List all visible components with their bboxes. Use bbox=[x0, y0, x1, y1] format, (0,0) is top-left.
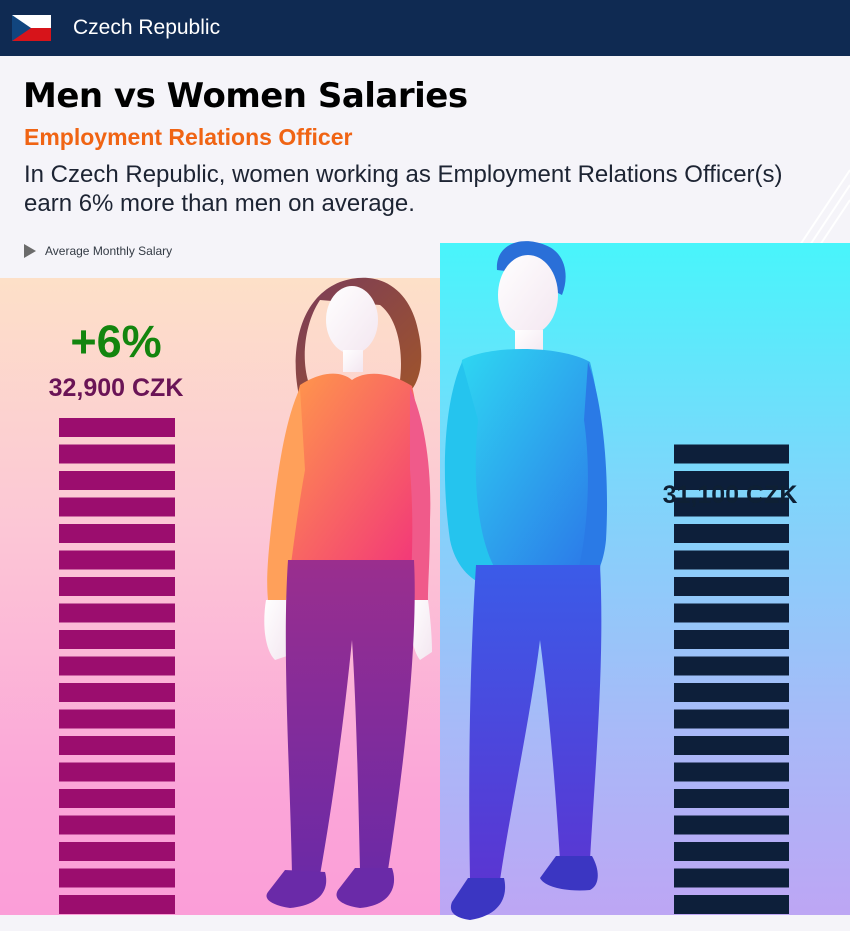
women-bar-segment bbox=[59, 471, 175, 490]
woman-figure bbox=[264, 277, 432, 908]
women-bar-segment bbox=[59, 683, 175, 702]
women-bar-segment bbox=[59, 550, 175, 570]
women-bar-segment bbox=[59, 630, 175, 649]
men-bar-segment bbox=[674, 842, 789, 861]
page-title: Men vs Women Salaries bbox=[23, 76, 468, 116]
man-figure bbox=[444, 241, 608, 920]
men-bar-segment bbox=[674, 895, 789, 914]
men-bar-segment bbox=[674, 603, 789, 623]
men-bar-segment bbox=[674, 497, 789, 517]
men-bar-segment bbox=[674, 577, 789, 596]
bar-men bbox=[674, 444, 789, 914]
women-bar-segment bbox=[59, 709, 175, 729]
women-bar-segment bbox=[59, 895, 175, 914]
legend: Average Monthly Salary bbox=[24, 244, 172, 258]
play-triangle-icon bbox=[24, 244, 36, 258]
difference-label: +6% bbox=[70, 316, 162, 367]
men-bar-segment bbox=[674, 630, 789, 649]
men-bar-segment bbox=[674, 471, 789, 490]
women-bar-segment bbox=[59, 418, 175, 437]
men-bar-segment bbox=[674, 815, 789, 835]
women-bar-segment bbox=[59, 789, 175, 808]
bottom-strip bbox=[0, 915, 850, 931]
women-bar-segment bbox=[59, 603, 175, 623]
decorative-stripes bbox=[799, 169, 850, 246]
men-bar-segment bbox=[674, 444, 789, 464]
men-bar-segment bbox=[674, 656, 789, 676]
women-bar-segment bbox=[59, 762, 175, 782]
job-title: Employment Relations Officer bbox=[24, 124, 353, 150]
women-bar-segment bbox=[59, 842, 175, 861]
men-salary-label: 31,100 CZK bbox=[662, 481, 798, 509]
czech-flag-icon bbox=[12, 15, 51, 41]
women-bar-segment bbox=[59, 868, 175, 888]
legend-label: Average Monthly Salary bbox=[45, 244, 173, 258]
women-bar-segment bbox=[59, 815, 175, 835]
men-bar-segment bbox=[674, 524, 789, 543]
women-bar-segment bbox=[59, 497, 175, 517]
header-bar: Czech Republic bbox=[0, 0, 850, 56]
country-name: Czech Republic bbox=[73, 16, 221, 39]
women-bar-segment bbox=[59, 656, 175, 676]
description: In Czech Republic, women working as Empl… bbox=[24, 161, 783, 217]
women-salary-label: 32,900 CZK bbox=[48, 374, 184, 402]
bar-women bbox=[59, 418, 175, 914]
women-bar-segment bbox=[59, 444, 175, 464]
men-bar-segment bbox=[674, 762, 789, 782]
men-bar-segment bbox=[674, 789, 789, 808]
men-bar-segment bbox=[674, 550, 789, 570]
women-bar-segment bbox=[59, 577, 175, 596]
men-bar-segment bbox=[674, 683, 789, 702]
women-bar-segment bbox=[59, 736, 175, 755]
women-bar-segment bbox=[59, 524, 175, 543]
men-bar-segment bbox=[674, 868, 789, 888]
men-bar-segment bbox=[674, 736, 789, 755]
men-bar-segment bbox=[674, 709, 789, 729]
